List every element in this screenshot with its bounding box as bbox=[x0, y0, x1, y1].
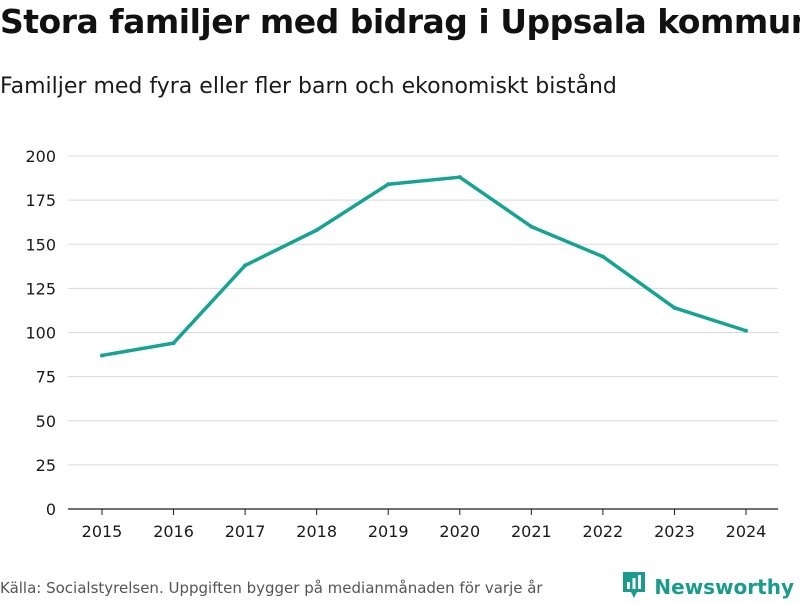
chart-title: Stora familjer med bidrag i Uppsala komm… bbox=[0, 2, 800, 41]
x-tick-label: 2023 bbox=[654, 522, 695, 541]
x-tick-label: 2021 bbox=[511, 522, 552, 541]
x-tick-label: 2015 bbox=[82, 522, 123, 541]
y-tick-label: 50 bbox=[36, 412, 56, 431]
brand-name: Newsworthy bbox=[654, 575, 794, 599]
x-tick-label: 2017 bbox=[225, 522, 266, 541]
data-point bbox=[171, 341, 176, 346]
y-axis-ticks: 0 25 50 75 100 125 150 175 200 bbox=[25, 147, 56, 519]
brand-logo[interactable]: Newsworthy bbox=[621, 570, 794, 604]
data-point bbox=[386, 182, 391, 187]
data-point bbox=[243, 263, 248, 268]
data-point bbox=[672, 305, 677, 310]
data-point bbox=[100, 353, 104, 358]
data-point bbox=[600, 254, 605, 259]
series-line bbox=[100, 175, 748, 358]
y-tick-label: 175 bbox=[25, 191, 56, 210]
x-tick-label: 2022 bbox=[583, 522, 624, 541]
data-point bbox=[529, 224, 534, 229]
x-tick-label: 2019 bbox=[368, 522, 409, 541]
y-tick-label: 25 bbox=[36, 456, 56, 475]
y-tick-label: 125 bbox=[25, 279, 56, 298]
y-tick-label: 75 bbox=[36, 368, 56, 387]
x-tick-label: 2018 bbox=[296, 522, 337, 541]
y-tick-label: 100 bbox=[25, 324, 56, 343]
source-note: Källa: Socialstyrelsen. Uppgiften bygger… bbox=[0, 579, 543, 597]
gridlines bbox=[68, 155, 778, 466]
bar-chart-icon bbox=[621, 570, 647, 604]
data-point bbox=[314, 228, 319, 233]
data-point bbox=[457, 175, 462, 180]
data-point bbox=[744, 328, 748, 333]
x-tick-label: 2020 bbox=[439, 522, 480, 541]
x-axis-ticks: 2015 2016 2017 2018 2019 2020 2021 2022 2023 2024 bbox=[82, 509, 767, 541]
x-tick-label: 2016 bbox=[153, 522, 194, 541]
x-tick-label: 2024 bbox=[726, 522, 767, 541]
chart-subtitle: Familjer med fyra eller fler barn och ek… bbox=[0, 74, 617, 99]
y-tick-label: 0 bbox=[46, 500, 56, 519]
y-tick-label: 150 bbox=[25, 235, 56, 254]
series-layer bbox=[100, 175, 748, 358]
y-tick-label: 200 bbox=[25, 147, 56, 166]
